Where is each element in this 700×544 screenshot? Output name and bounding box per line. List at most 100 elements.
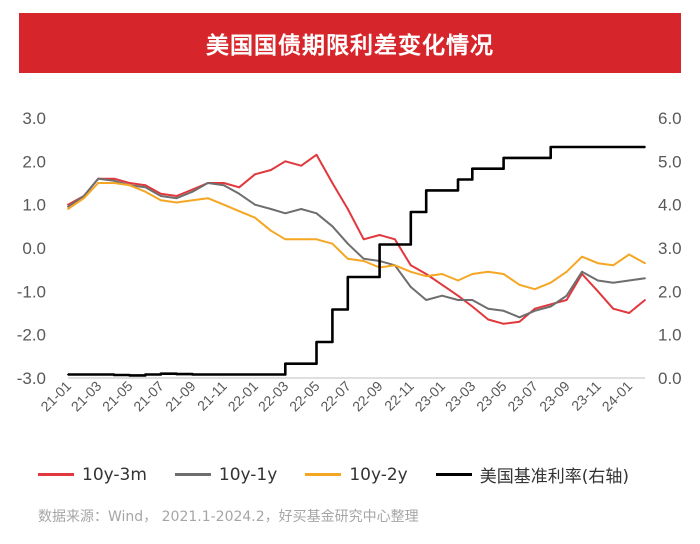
legend-item-10y-1y: 10y-1y: [174, 465, 277, 485]
data-point-0: [67, 203, 69, 206]
data-point-2: [113, 182, 115, 184]
data-point-2: [97, 182, 100, 184]
data-point-0: [457, 294, 459, 297]
left-tick-label: -3.0: [17, 369, 46, 388]
legend: 10y-3m 10y-1y 10y-2y 美国基准利率(右轴): [38, 462, 657, 487]
x-tick-label: 21-09: [162, 378, 199, 415]
data-point-1: [97, 177, 100, 180]
data-point-3: [409, 211, 412, 213]
data-point-2: [425, 275, 428, 278]
data-point-0: [394, 238, 396, 241]
data-point-1: [533, 309, 536, 312]
data-point-2: [362, 260, 365, 262]
data-point-2: [238, 210, 241, 213]
x-tick-label: 21-05: [99, 378, 136, 415]
data-point-0: [487, 318, 490, 321]
right-tick-label: 2.0: [658, 282, 682, 301]
series-line-2: [67, 182, 646, 291]
legend-swatch-10y-2y: [305, 473, 342, 476]
data-point-1: [191, 190, 194, 193]
x-tick-label: 23-03: [442, 378, 479, 415]
data-point-2: [597, 262, 599, 265]
data-point-0: [113, 177, 115, 180]
x-tick-label: 22-01: [225, 378, 262, 415]
data-point-2: [144, 190, 147, 193]
data-point-0: [346, 208, 349, 210]
data-point-3: [425, 189, 428, 192]
data-point-0: [425, 273, 428, 275]
data-point-3: [565, 146, 568, 148]
series-layer: [67, 145, 646, 377]
data-point-2: [487, 270, 490, 273]
x-tick-label: 23-07: [504, 378, 541, 415]
data-point-3: [83, 373, 85, 376]
data-point-1: [425, 299, 428, 301]
data-point-2: [502, 273, 505, 275]
data-point-2: [175, 201, 178, 204]
data-point-1: [471, 299, 474, 301]
data-point-3: [533, 157, 536, 159]
x-tick-label: 22-11: [381, 378, 417, 414]
data-point-3: [128, 374, 131, 377]
data-point-0: [644, 299, 646, 301]
data-point-0: [471, 305, 474, 308]
data-point-1: [222, 184, 225, 187]
data-point-1: [67, 205, 69, 208]
chart-title: 美国国债期限利差变化情况: [206, 33, 494, 59]
data-point-1: [565, 294, 568, 297]
left-axis: 3.0 2.0 1.0 0.0 -1.0 -2.0 -3.0: [17, 109, 46, 388]
data-point-1: [315, 212, 318, 215]
data-point-2: [533, 288, 536, 291]
data-point-3: [346, 276, 349, 278]
data-point-2: [222, 203, 225, 206]
right-tick-label: 1.0: [658, 326, 682, 345]
data-point-1: [207, 182, 209, 184]
series-line-3: [68, 145, 645, 377]
data-point-0: [175, 195, 178, 197]
data-point-3: [315, 341, 318, 343]
data-point-3: [97, 373, 100, 376]
legend-label-fed-rate: 美国基准利率(右轴): [479, 467, 629, 487]
data-point-3: [254, 373, 256, 376]
data-point-2: [83, 197, 85, 200]
data-point-0: [549, 303, 552, 306]
data-point-2: [644, 262, 646, 265]
data-point-2: [581, 255, 583, 258]
x-tick-label: 22-09: [349, 378, 386, 415]
data-point-1: [159, 195, 162, 197]
data-point-0: [254, 173, 256, 176]
data-point-0: [300, 164, 303, 167]
data-point-1: [113, 179, 115, 182]
data-point-3: [67, 373, 69, 376]
x-tick-label: 23-11: [568, 378, 604, 414]
data-point-3: [191, 373, 194, 376]
data-point-0: [378, 234, 381, 236]
data-point-2: [207, 197, 209, 200]
data-point-1: [644, 277, 646, 280]
right-tick-label: 0.0: [658, 369, 682, 388]
data-point-3: [471, 167, 474, 170]
data-point-0: [284, 160, 287, 163]
legend-label-10y-3m: 10y-3m: [82, 464, 147, 485]
data-point-0: [222, 182, 225, 184]
data-point-3: [612, 146, 615, 148]
x-tick-label: 22-07: [317, 378, 354, 415]
legend-swatch-10y-1y: [174, 473, 211, 476]
data-point-0: [238, 186, 241, 189]
data-point-0: [331, 182, 334, 184]
data-point-0: [144, 184, 147, 187]
data-point-2: [612, 264, 615, 267]
data-point-0: [612, 307, 615, 310]
legend-item-10y-3m: 10y-3m: [38, 465, 147, 485]
title-banner: 美国国债期限利差变化情况: [19, 13, 681, 73]
data-point-3: [144, 373, 147, 376]
data-point-1: [487, 307, 490, 310]
x-tick-label: 22-03: [255, 378, 292, 415]
data-point-3: [378, 243, 381, 246]
data-point-1: [331, 225, 334, 228]
data-point-0: [159, 192, 162, 195]
data-point-1: [502, 309, 505, 312]
left-tick-label: -2.0: [17, 326, 46, 345]
data-point-3: [581, 146, 583, 148]
data-point-3: [394, 243, 396, 246]
